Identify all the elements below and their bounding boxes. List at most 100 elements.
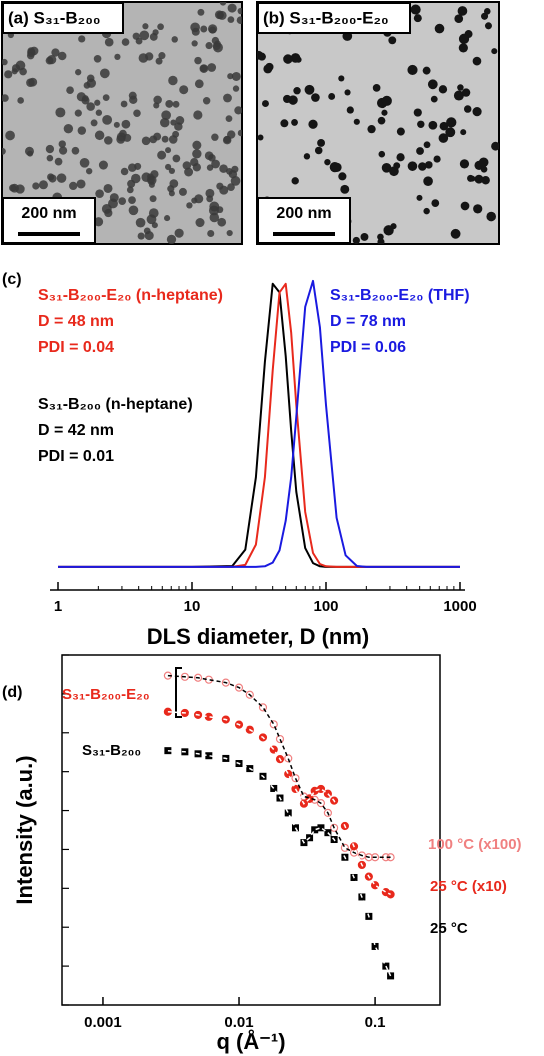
particle xyxy=(168,135,178,144)
particle xyxy=(237,129,242,137)
particle xyxy=(237,7,242,15)
particle xyxy=(230,176,241,186)
particle xyxy=(433,155,441,163)
particle xyxy=(317,139,325,147)
particle xyxy=(329,162,340,173)
particle xyxy=(472,107,482,117)
particle xyxy=(257,52,266,61)
particle xyxy=(141,136,151,146)
particle xyxy=(129,95,138,105)
particle xyxy=(434,23,445,34)
particle xyxy=(172,154,181,163)
data-point xyxy=(330,823,339,832)
particle xyxy=(207,63,217,72)
particle xyxy=(340,184,350,194)
particle xyxy=(78,35,86,43)
particle xyxy=(2,147,6,155)
particle xyxy=(486,211,497,222)
annotation: D = 42 nm xyxy=(38,422,114,439)
particle xyxy=(265,62,274,72)
label-box xyxy=(2,2,124,34)
particle xyxy=(280,119,289,128)
particle xyxy=(76,179,86,189)
particle xyxy=(478,157,489,168)
scale-bar-label: 200 nm xyxy=(21,205,76,222)
particle xyxy=(417,120,425,128)
particle xyxy=(346,106,354,114)
particle xyxy=(191,197,198,204)
particle xyxy=(293,86,301,95)
particle xyxy=(217,10,227,20)
particle xyxy=(311,93,320,102)
data-point xyxy=(258,703,268,712)
particle xyxy=(191,40,198,47)
particle xyxy=(147,173,154,180)
particle xyxy=(291,177,299,185)
particle xyxy=(194,79,204,89)
particle xyxy=(407,161,418,171)
data-point xyxy=(371,942,379,950)
particle xyxy=(219,185,229,195)
particle xyxy=(438,133,449,143)
particle xyxy=(137,232,145,240)
particle xyxy=(11,68,18,75)
particle xyxy=(165,99,174,108)
particle xyxy=(83,82,91,89)
particle xyxy=(75,69,82,76)
particle xyxy=(381,95,392,106)
particle xyxy=(197,8,205,16)
particle xyxy=(47,173,55,181)
particle xyxy=(38,180,48,190)
particle xyxy=(58,140,66,148)
particle xyxy=(169,179,179,188)
particle xyxy=(15,184,25,194)
particle xyxy=(232,85,240,92)
particle xyxy=(423,207,430,215)
y-axis-label: Intensity (a.u.) xyxy=(12,755,37,904)
particle xyxy=(223,93,232,103)
particle xyxy=(174,122,183,131)
data-point xyxy=(270,784,278,792)
particle xyxy=(85,167,93,175)
particle xyxy=(146,214,157,225)
particle xyxy=(98,160,108,170)
data-point xyxy=(291,774,300,783)
data-point xyxy=(364,853,373,862)
particle xyxy=(119,129,127,138)
particle xyxy=(367,125,376,134)
particle xyxy=(226,229,233,237)
particle xyxy=(66,86,74,95)
particle xyxy=(128,196,136,205)
particle xyxy=(413,14,422,23)
particle xyxy=(157,23,164,31)
data-point xyxy=(284,754,293,763)
particle xyxy=(104,208,113,218)
data-point xyxy=(317,824,325,832)
particle xyxy=(171,36,178,43)
legend-entry: 100 °C (x100) xyxy=(428,836,522,853)
particle xyxy=(206,164,214,171)
panel-label: (c) xyxy=(2,271,22,288)
particle xyxy=(388,36,397,45)
particle xyxy=(383,225,394,236)
x-tick-label: 0.1 xyxy=(365,1014,386,1031)
particle xyxy=(206,195,214,203)
particle xyxy=(344,89,351,96)
particle xyxy=(77,126,87,135)
particle xyxy=(308,119,318,129)
particle xyxy=(145,52,154,61)
particle xyxy=(474,174,484,184)
data-point xyxy=(205,752,213,760)
x-tick-label: 1 xyxy=(54,598,62,615)
particle xyxy=(205,188,215,198)
particle xyxy=(26,51,35,60)
particle xyxy=(95,189,104,198)
particle xyxy=(161,135,169,143)
particle xyxy=(4,70,13,79)
particle xyxy=(74,109,82,117)
particle xyxy=(454,14,464,24)
annotation: PDI = 0.04 xyxy=(38,339,114,356)
particle xyxy=(438,85,448,94)
particle xyxy=(353,118,360,125)
